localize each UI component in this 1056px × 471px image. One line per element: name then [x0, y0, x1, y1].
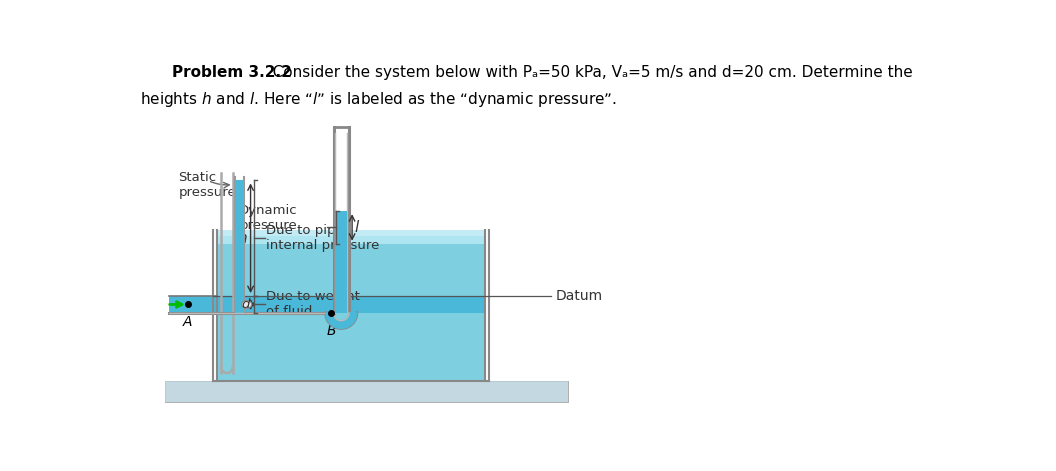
Bar	[218, 230, 485, 244]
Bar	[218, 236, 485, 381]
Text: Due to pipe
internal pressure: Due to pipe internal pressure	[266, 224, 379, 252]
Bar	[165, 381, 567, 402]
Bar	[169, 296, 485, 313]
Ellipse shape	[242, 300, 251, 309]
Text: Due to weight
of fluid: Due to weight of fluid	[266, 291, 360, 318]
Bar	[235, 180, 244, 313]
Polygon shape	[325, 313, 357, 328]
Bar	[165, 381, 567, 402]
Text: $B$: $B$	[326, 324, 337, 338]
Text: $h$: $h$	[237, 230, 247, 246]
Text: $A$: $A$	[183, 315, 193, 329]
Text: Consider the system below with Pₐ=50 kPa, Vₐ=5 m/s and d=20 cm. Determine the: Consider the system below with Pₐ=50 kPa…	[258, 65, 912, 80]
Bar	[335, 211, 347, 313]
Text: Dynamic
pressure: Dynamic pressure	[240, 204, 298, 232]
Text: $l$: $l$	[355, 219, 360, 236]
Text: $d$: $d$	[242, 298, 252, 311]
Text: Static
pressure: Static pressure	[178, 171, 237, 199]
Text: heights $h$ and $l$. Here “$l$” is labeled as the “dynamic pressure”.: heights $h$ and $l$. Here “$l$” is label…	[139, 89, 617, 109]
Text: Datum: Datum	[555, 289, 603, 303]
Text: Problem 3.2.2: Problem 3.2.2	[172, 65, 293, 80]
